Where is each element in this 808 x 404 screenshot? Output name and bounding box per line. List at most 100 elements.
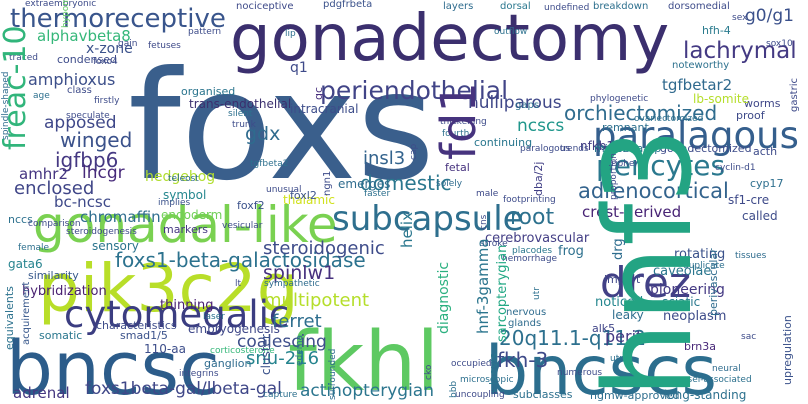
word-steroidogenic: steroidogenic [263, 238, 385, 259]
word-sac: sac [741, 332, 757, 342]
word-root: root [510, 205, 555, 230]
word-markers: markers [163, 223, 208, 236]
word-ngn1: lt [235, 279, 242, 289]
word-intracranial: intracranial [290, 102, 359, 116]
word-tgfbetar2: tgfbetar2 [662, 76, 733, 94]
word-neoplasm: neoplasm [663, 309, 727, 324]
word-hnf3: hnf3 [580, 127, 719, 398]
word-hfh-4: hfh-4 [702, 24, 731, 37]
word-lachrymal: lachrymal [683, 38, 797, 64]
word-vesicular: vesicular [222, 221, 263, 231]
word-bbb: bbb [449, 380, 459, 398]
word-surrounded: surrounded [328, 348, 338, 400]
word-traced: traced [9, 53, 38, 63]
word-dba2j: dba/2j [532, 161, 545, 196]
word-sensory: sensory [92, 239, 139, 253]
word-undefined: undefined [544, 3, 590, 13]
word-footprinting: footprinting [503, 195, 556, 205]
word-insl3: insl3 [363, 148, 406, 169]
word-pdgfrbeta: pdgfrbeta [323, 0, 373, 10]
word-somatic: somatic [39, 329, 83, 342]
word-thermoreceptive: thermoreceptive [10, 4, 226, 34]
word-lhcgr: lhcgr [82, 163, 125, 183]
word-neural: neural [712, 364, 741, 374]
word-steroidogenesis: steroidogenesis [66, 227, 137, 237]
word-cerebrovascular: cerebrovascular [485, 231, 590, 246]
word-foxo4: foxo4 [93, 57, 118, 67]
word-remnant: remnant [602, 121, 649, 134]
word-fkh-3: fkh-3 [497, 348, 549, 372]
word-hemorrhage: hemorrhage [502, 254, 558, 264]
word-sox10: sox10 [766, 39, 793, 49]
word-unusual: unusual [266, 185, 302, 195]
word-capture: capture [263, 390, 298, 400]
word-snu-216: snu-216 [246, 348, 320, 369]
word-periphery: periphery [600, 159, 644, 169]
word-thickening: thickening [440, 117, 487, 127]
word-hybridization: hybridization [22, 284, 107, 299]
word-cko: cko [424, 364, 434, 380]
word-proportion: cap [409, 143, 419, 160]
word-male: male [476, 189, 499, 199]
word-impart: impart [604, 273, 641, 286]
word-continuing: continuing [474, 136, 533, 149]
word-hnf-3gamma: hnf-3gamma [474, 238, 492, 334]
word-sympathetic: stroke [480, 239, 508, 249]
word-gdx: gdx [245, 123, 281, 145]
word-embryogenesis: embryogenesis [188, 322, 280, 336]
word-bncsc: bncsc [6, 326, 220, 404]
word-worms: worms [744, 97, 781, 110]
word-q1: q1 [290, 60, 308, 76]
word-cap: tgfbeta2 [250, 159, 289, 169]
word-gastric: gastric [789, 78, 800, 112]
word-x-zone: x-zone [86, 41, 133, 57]
word-hgmw-approved: hgmw-approved [590, 389, 680, 402]
word-trunk: trunk [232, 120, 256, 130]
word-cyclin-d1: cyclin-d1 [715, 163, 756, 173]
word-foxs: foxs [128, 40, 435, 214]
word-layers: layers [443, 1, 474, 12]
word-called: called [742, 209, 778, 223]
word-lip: lip [285, 29, 296, 39]
word-sciatic: sciatic [662, 295, 701, 309]
word-gain: gain [118, 39, 138, 49]
word-adrenocortical: adrenocortical [578, 179, 729, 203]
word-cytomegalic: cytomegalic [64, 293, 290, 336]
word-nfkb1: nfkb1 [580, 139, 615, 153]
word-periendothelial: periendothelial [320, 76, 509, 105]
word-faster: faster [364, 189, 391, 199]
word-silent: silent [228, 109, 253, 119]
word-upregulation: upregulation [781, 315, 794, 385]
word-drg: drg [611, 238, 626, 260]
word-thinning: thinning [160, 298, 214, 313]
word-organised: organised [181, 85, 236, 98]
word-bncscs: bncscs [485, 332, 717, 404]
word-gonadectomy: gonadectomy [230, 2, 670, 76]
word-20q11: 20q11.1-q11.2 [499, 326, 647, 350]
word-ferret: ferret [272, 311, 322, 332]
word-comparison: comparison [28, 219, 81, 229]
word-foxs1-beta-galactosidase: foxs1-beta-galactosidase [115, 248, 366, 272]
word-spindle-shaped: spindle-shaped [1, 71, 11, 140]
word-perivascular: perivascular [707, 248, 720, 316]
word-foxs1beta-gal: foxs1beta-gal/lbeta-gal [85, 379, 282, 399]
word-ncscs: ncscs [517, 116, 565, 136]
word-condensed: condensed [57, 53, 117, 66]
word-tissues: tissues [735, 251, 767, 261]
word-emerges: emerges [338, 177, 391, 191]
word-sex: sex [732, 13, 748, 23]
word-fkhl: fkhl [288, 315, 440, 404]
word-nervous: nervous [506, 307, 547, 318]
word-g0g1: g0/g1 [745, 6, 794, 26]
word-noticed: noticed [595, 295, 644, 310]
word-lb-somite: lb-somite [693, 92, 749, 106]
word-drez: drez [600, 258, 691, 307]
word-pik3c2g: pik3c2g [38, 250, 299, 327]
word-female: female [18, 243, 50, 253]
word-alk5: alk5 [592, 322, 616, 335]
word-microscopic: microscopic [460, 375, 514, 385]
word-similarity: similarity [28, 269, 79, 282]
word-trans-endothelial: trans-endothelial [189, 97, 292, 111]
word-rotating: rotating [674, 247, 726, 262]
